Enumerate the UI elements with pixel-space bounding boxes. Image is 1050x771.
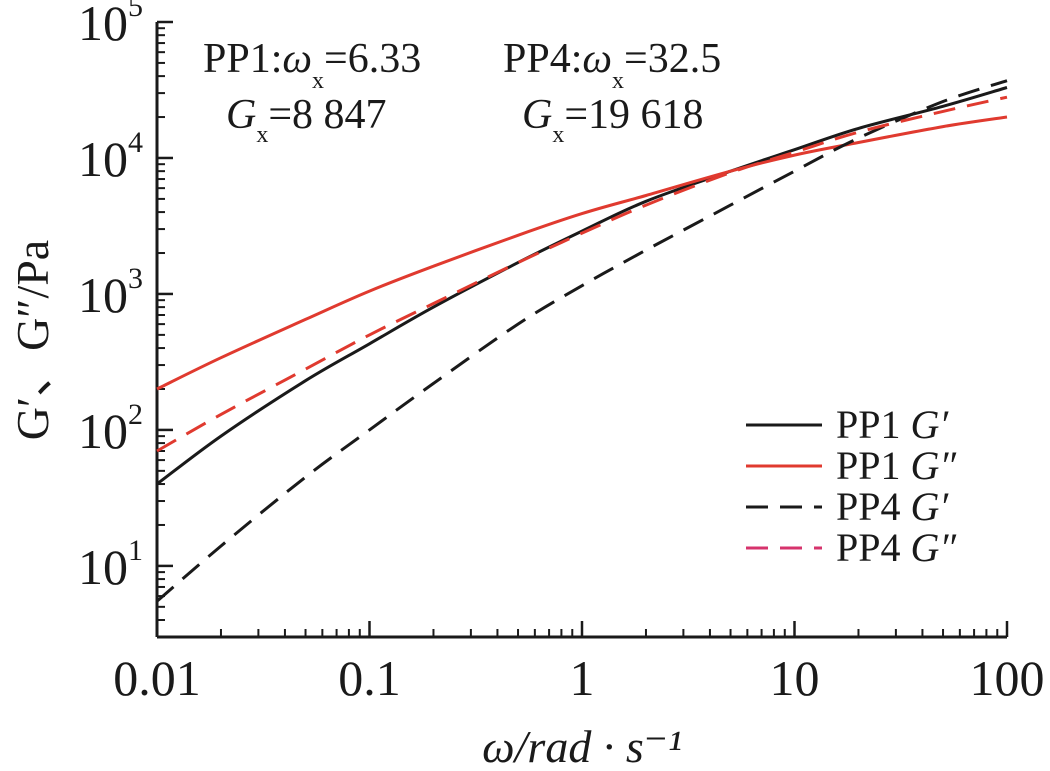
legend-label: PP4 G′: [836, 484, 949, 529]
series-pp4-g-prime: [156, 79, 1008, 603]
y-tick-label: 104: [78, 126, 143, 187]
legend: PP1 G′PP1 G″PP4 G′PP4 G″: [746, 402, 957, 570]
legend-label: PP1 G″: [836, 443, 957, 488]
plot-axes: 0.01 0.1 1 10 100 101 102 103 104 105: [78, 0, 1045, 706]
x-tick-label: 0.1: [338, 650, 401, 706]
x-tick-label: 100: [970, 650, 1045, 706]
x-tick-label: 0.01: [113, 650, 201, 706]
series-pp1-g-double-prime: [156, 115, 1008, 391]
x-tick-label: 1: [570, 650, 595, 706]
series-pp1-g-prime: [156, 86, 1008, 486]
y-tick-label: 105: [78, 0, 143, 51]
legend-label: PP4 G″: [836, 525, 957, 570]
legend-label: PP1 G′: [836, 402, 949, 447]
x-axis-title: ω/rad · s⁻¹: [482, 721, 682, 771]
series-layer: [156, 79, 1008, 603]
annotation-g-pp1: Gx=8 847: [226, 92, 387, 148]
y-tick-label: 103: [78, 262, 143, 323]
legend-entry-pp1-g-double-prime: PP1 G″: [746, 443, 957, 488]
y-tick-label: 101: [78, 534, 143, 595]
x-tick-label: 10: [770, 650, 820, 706]
annotation-g-pp4: Gx=19 618: [522, 92, 704, 148]
series-pp4-g-double-prime: [156, 95, 1008, 453]
y-tick-label: 102: [78, 398, 143, 459]
legend-entry-pp4-g-double-prime: PP4 G″: [746, 525, 957, 570]
legend-entry-pp4-g-prime: PP4 G′: [746, 484, 949, 529]
annotation-omega-pp1: PP1:ωx=6.33: [203, 36, 421, 94]
legend-entry-pp1-g-prime: PP1 G′: [746, 402, 949, 447]
y-axis-title: G′、G″/Pa: [7, 240, 58, 440]
annotation-omega-pp4: PP4:ωx=32.5: [503, 36, 721, 94]
